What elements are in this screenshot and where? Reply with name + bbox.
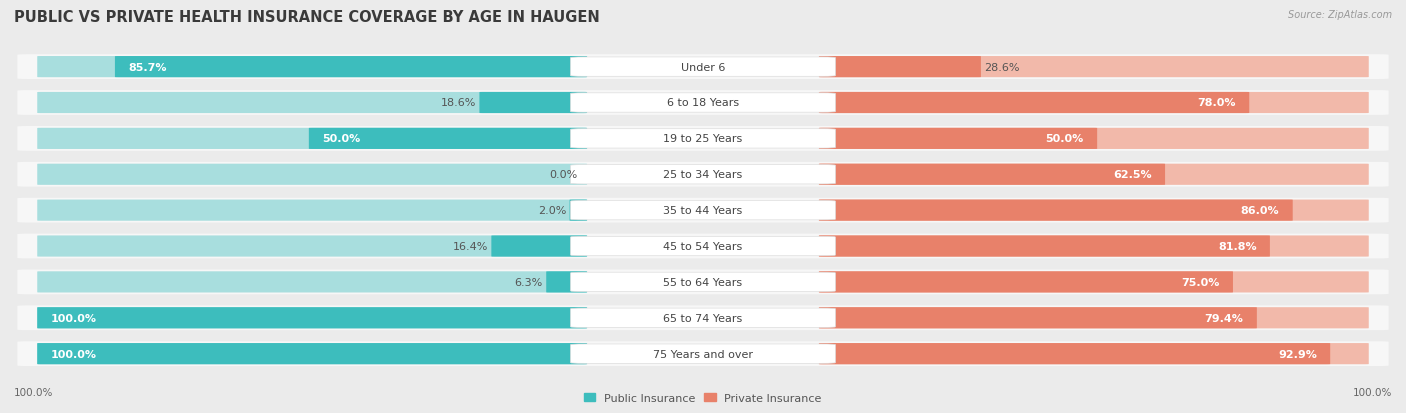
FancyBboxPatch shape	[571, 201, 835, 220]
FancyBboxPatch shape	[818, 272, 1233, 293]
Text: 35 to 44 Years: 35 to 44 Years	[664, 206, 742, 216]
Text: 85.7%: 85.7%	[128, 62, 167, 72]
FancyBboxPatch shape	[491, 236, 588, 257]
FancyBboxPatch shape	[571, 94, 835, 113]
FancyBboxPatch shape	[818, 343, 1330, 364]
FancyBboxPatch shape	[115, 57, 588, 78]
FancyBboxPatch shape	[479, 93, 588, 114]
FancyBboxPatch shape	[17, 127, 1389, 152]
FancyBboxPatch shape	[37, 343, 588, 364]
Text: 18.6%: 18.6%	[440, 98, 477, 108]
Text: 6 to 18 Years: 6 to 18 Years	[666, 98, 740, 108]
FancyBboxPatch shape	[818, 164, 1369, 185]
FancyBboxPatch shape	[17, 198, 1389, 223]
Text: 45 to 54 Years: 45 to 54 Years	[664, 242, 742, 252]
FancyBboxPatch shape	[571, 344, 835, 363]
FancyBboxPatch shape	[571, 129, 835, 149]
Text: 75.0%: 75.0%	[1181, 277, 1219, 287]
Text: 100.0%: 100.0%	[51, 349, 97, 359]
FancyBboxPatch shape	[17, 55, 1389, 80]
Text: 65 to 74 Years: 65 to 74 Years	[664, 313, 742, 323]
FancyBboxPatch shape	[571, 237, 835, 256]
FancyBboxPatch shape	[571, 309, 835, 328]
FancyBboxPatch shape	[17, 342, 1389, 366]
FancyBboxPatch shape	[818, 128, 1097, 150]
FancyBboxPatch shape	[37, 128, 588, 150]
Legend: Public Insurance, Private Insurance: Public Insurance, Private Insurance	[579, 389, 827, 408]
FancyBboxPatch shape	[17, 306, 1389, 330]
Text: 75 Years and over: 75 Years and over	[652, 349, 754, 359]
Text: 55 to 64 Years: 55 to 64 Years	[664, 277, 742, 287]
Text: 25 to 34 Years: 25 to 34 Years	[664, 170, 742, 180]
FancyBboxPatch shape	[818, 236, 1369, 257]
FancyBboxPatch shape	[571, 165, 835, 185]
FancyBboxPatch shape	[17, 270, 1389, 294]
FancyBboxPatch shape	[309, 128, 588, 150]
FancyBboxPatch shape	[818, 343, 1369, 364]
FancyBboxPatch shape	[818, 200, 1292, 221]
Text: 100.0%: 100.0%	[51, 313, 97, 323]
Text: 79.4%: 79.4%	[1205, 313, 1243, 323]
Text: 6.3%: 6.3%	[515, 277, 543, 287]
FancyBboxPatch shape	[37, 272, 588, 293]
FancyBboxPatch shape	[818, 93, 1250, 114]
Text: 50.0%: 50.0%	[1046, 134, 1084, 144]
Text: 62.5%: 62.5%	[1114, 170, 1152, 180]
Text: Under 6: Under 6	[681, 62, 725, 72]
Text: 19 to 25 Years: 19 to 25 Years	[664, 134, 742, 144]
FancyBboxPatch shape	[818, 307, 1257, 329]
FancyBboxPatch shape	[818, 236, 1270, 257]
FancyBboxPatch shape	[37, 200, 588, 221]
FancyBboxPatch shape	[818, 57, 981, 78]
FancyBboxPatch shape	[37, 307, 588, 329]
FancyBboxPatch shape	[569, 200, 588, 221]
Text: 16.4%: 16.4%	[453, 242, 488, 252]
FancyBboxPatch shape	[37, 57, 588, 78]
Text: PUBLIC VS PRIVATE HEALTH INSURANCE COVERAGE BY AGE IN HAUGEN: PUBLIC VS PRIVATE HEALTH INSURANCE COVER…	[14, 10, 600, 25]
Text: 0.0%: 0.0%	[548, 170, 576, 180]
Text: 100.0%: 100.0%	[1353, 387, 1392, 397]
FancyBboxPatch shape	[571, 273, 835, 292]
FancyBboxPatch shape	[818, 307, 1369, 329]
FancyBboxPatch shape	[818, 93, 1369, 114]
Text: 2.0%: 2.0%	[538, 206, 567, 216]
Text: 100.0%: 100.0%	[14, 387, 53, 397]
FancyBboxPatch shape	[17, 91, 1389, 116]
FancyBboxPatch shape	[818, 272, 1369, 293]
FancyBboxPatch shape	[17, 234, 1389, 259]
FancyBboxPatch shape	[818, 164, 1166, 185]
FancyBboxPatch shape	[37, 93, 588, 114]
Text: 81.8%: 81.8%	[1218, 242, 1257, 252]
FancyBboxPatch shape	[37, 236, 588, 257]
FancyBboxPatch shape	[818, 57, 1369, 78]
Text: 86.0%: 86.0%	[1241, 206, 1279, 216]
FancyBboxPatch shape	[37, 343, 588, 364]
Text: Source: ZipAtlas.com: Source: ZipAtlas.com	[1288, 10, 1392, 20]
Text: 50.0%: 50.0%	[322, 134, 360, 144]
FancyBboxPatch shape	[818, 128, 1369, 150]
Text: 92.9%: 92.9%	[1278, 349, 1317, 359]
FancyBboxPatch shape	[37, 164, 588, 185]
FancyBboxPatch shape	[546, 272, 588, 293]
FancyBboxPatch shape	[571, 58, 835, 77]
Text: 28.6%: 28.6%	[984, 62, 1019, 72]
FancyBboxPatch shape	[37, 307, 588, 329]
FancyBboxPatch shape	[17, 162, 1389, 187]
FancyBboxPatch shape	[818, 200, 1369, 221]
Text: 78.0%: 78.0%	[1198, 98, 1236, 108]
